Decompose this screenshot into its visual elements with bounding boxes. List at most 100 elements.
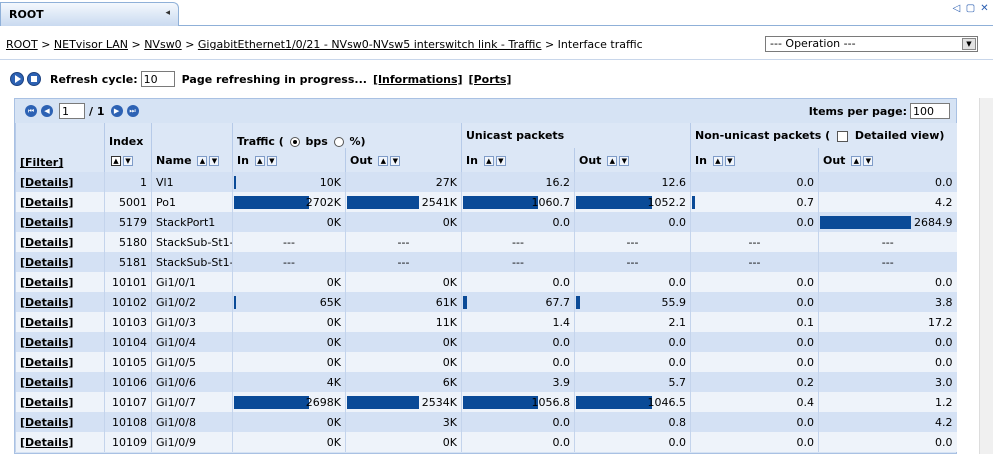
breadcrumb-root[interactable]: ROOT [6, 38, 38, 51]
details-link[interactable]: [Details] [20, 415, 74, 429]
maximize-icon[interactable]: ▢ [965, 3, 976, 14]
ports-link[interactable]: [Ports] [468, 72, 512, 86]
t_in-cell: 0K [232, 312, 346, 332]
filter-header: [Filter] [15, 123, 105, 172]
usage-bar [234, 196, 309, 209]
details-cell: [Details] [15, 312, 105, 332]
sort-up-icon[interactable]: ▲ [111, 155, 121, 166]
prev-page-icon[interactable]: ◀ [41, 105, 53, 117]
sort-down-icon[interactable]: ▼ [724, 155, 735, 166]
informations-link[interactable]: [Informations] [372, 72, 463, 86]
index-cell: 10104 [104, 332, 152, 352]
items-per-page-input[interactable] [910, 103, 950, 119]
details-cell: [Details] [15, 232, 105, 252]
t_out-value: 6K [442, 375, 457, 389]
u_out-value: 1052.2 [647, 195, 687, 209]
n_in-cell: 0.0 [690, 352, 819, 372]
details-link[interactable]: [Details] [20, 175, 74, 189]
details-cell: [Details] [15, 212, 105, 232]
details-link[interactable]: [Details] [20, 235, 74, 249]
sort-down-icon[interactable]: ▼ [863, 155, 874, 166]
sort-up-icon[interactable]: ▲ [712, 155, 723, 166]
table-row: [Details] 1 Vl1 10K 27K 16.2 12.6 0.0 0.0 [15, 172, 957, 192]
unicast-header: Unicast packets [461, 123, 691, 148]
stop-icon[interactable] [27, 72, 41, 86]
t_out-value: 2541K [421, 195, 457, 209]
table-body: [Details] 1 Vl1 10K 27K 16.2 12.6 0.0 0.0 [Detail… [15, 172, 957, 452]
refresh-cycle-input[interactable] [140, 71, 175, 87]
collapse-arrow-icon[interactable]: ◂ [165, 8, 170, 18]
table-row: [Details] 10108 Gi1/0/8 0K 3K 0.0 0.8 0.0 4.2 [15, 412, 957, 432]
t_in-value: 0K [326, 215, 341, 229]
sort-down-icon[interactable]: ▼ [209, 155, 220, 166]
details-link[interactable]: [Details] [20, 375, 74, 389]
breadcrumb-netvisor-lan[interactable]: NETvisor LAN [53, 38, 128, 51]
index-cell: 10102 [104, 292, 152, 312]
t_in-value: 0K [326, 355, 341, 369]
first-page-icon[interactable]: ⏮ [25, 105, 37, 117]
details-link[interactable]: [Details] [20, 395, 74, 409]
vertical-scrollbar[interactable] [979, 98, 993, 454]
details-cell: [Details] [15, 332, 105, 352]
sort-down-icon[interactable]: ▼ [266, 155, 277, 166]
u_in-value: 1056.8 [531, 395, 571, 409]
n_out-cell: 3.8 [818, 292, 957, 312]
sort-up-icon[interactable]: ▲ [254, 155, 265, 166]
sort-down-icon[interactable]: ▼ [123, 155, 133, 166]
filter-link[interactable]: [Filter] [20, 156, 64, 169]
details-link[interactable]: [Details] [20, 215, 74, 229]
operation-select[interactable]: --- Operation --- ▼ [765, 36, 978, 52]
breadcrumb-interface[interactable]: GigabitEthernet1/0/21 - NVsw0-NVsw5 inte… [197, 38, 542, 51]
tab-root[interactable]: ROOT ◂ [0, 2, 179, 26]
page-number-input[interactable] [59, 103, 85, 119]
detailed-view-checkbox[interactable] [836, 130, 848, 142]
name-cell: Gi1/0/3 [151, 312, 233, 332]
t_in-cell: --- [232, 232, 346, 252]
n_in-value: 0.0 [796, 295, 815, 309]
play-icon[interactable] [10, 72, 24, 86]
breadcrumb-nvsw0[interactable]: NVsw0 [144, 38, 182, 51]
table-row: [Details] 10106 Gi1/0/6 4K 6K 3.9 5.7 0.2 3.0 [15, 372, 957, 392]
details-link[interactable]: [Details] [20, 335, 74, 349]
chevron-down-icon[interactable]: ▼ [962, 38, 976, 50]
bps-radio[interactable] [289, 137, 300, 147]
sort-up-icon[interactable]: ▲ [607, 155, 618, 166]
t_in-cell: 2698K [232, 392, 346, 412]
details-link[interactable]: [Details] [20, 435, 74, 449]
percent-radio[interactable] [333, 137, 344, 147]
sort-up-icon[interactable]: ▲ [197, 155, 208, 166]
name-cell: Gi1/0/4 [151, 332, 233, 352]
sort-down-icon[interactable]: ▼ [390, 155, 401, 166]
n_out-cell: 4.2 [818, 412, 957, 432]
n_in-value: 0.0 [796, 415, 815, 429]
details-link[interactable]: [Details] [20, 255, 74, 269]
t_out-cell: 0K [345, 212, 462, 232]
n_in-cell: 0.0 [690, 432, 819, 452]
n_in-cell: 0.0 [690, 292, 819, 312]
details-cell: [Details] [15, 292, 105, 312]
details-link[interactable]: [Details] [20, 195, 74, 209]
t_in-cell: 4K [232, 372, 346, 392]
sort-up-icon[interactable]: ▲ [851, 155, 862, 166]
sort-down-icon[interactable]: ▼ [495, 155, 506, 166]
next-page-icon[interactable]: ▶ [110, 105, 123, 117]
restore-icon[interactable]: ◁ [952, 3, 961, 14]
t_out-cell: 0K [345, 352, 462, 372]
out-label: Out [579, 153, 602, 167]
sort-up-icon[interactable]: ▲ [378, 155, 389, 166]
u_in-cell: 0.0 [461, 432, 575, 452]
nonunicast-header: Non-unicast packets ( Detailed view) [690, 123, 957, 148]
details-link[interactable]: [Details] [20, 295, 74, 309]
sort-down-icon[interactable]: ▼ [619, 155, 630, 166]
details-link[interactable]: [Details] [20, 275, 74, 289]
usage-bar [234, 396, 309, 409]
n_in-value: 0.2 [796, 375, 815, 389]
n_out-cell: 1.2 [818, 392, 957, 412]
n_in-cell: 0.0 [690, 272, 819, 292]
details-link[interactable]: [Details] [20, 315, 74, 329]
sort-up-icon[interactable]: ▲ [483, 155, 494, 166]
close-icon[interactable]: ✕ [980, 3, 989, 14]
details-link[interactable]: [Details] [20, 355, 74, 369]
last-page-icon[interactable]: ⏭ [126, 105, 139, 117]
u_out-value: 5.7 [668, 375, 687, 389]
